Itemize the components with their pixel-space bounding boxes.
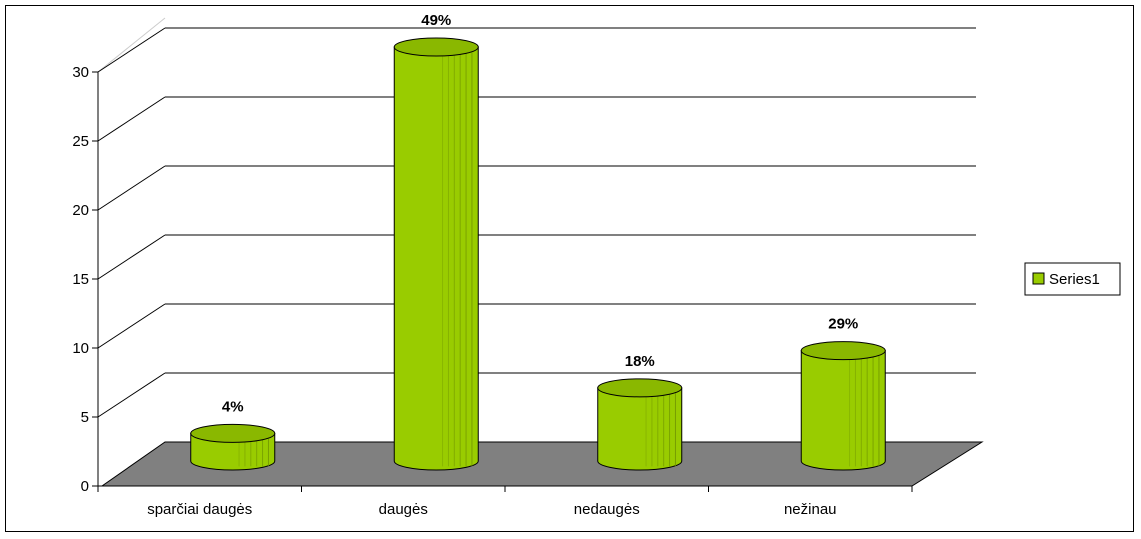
category-label: sparčiai daugės [147, 501, 252, 518]
chart-frame: 0 5 10 15 20 25 30 4% 49% 18% 29% sparčiai daugės… [5, 5, 1134, 532]
y-tick-label: 5 [81, 409, 89, 426]
y-tick-label: 25 [72, 133, 89, 150]
bar-chart: 0 5 10 15 20 25 30 4% 49% 18% 29% sparčiai daugės… [72, 12, 1121, 518]
bar-top [393, 37, 479, 57]
category-label: nedaugės [574, 501, 640, 518]
wall-top-edge [97, 17, 166, 73]
y-tick-label: 20 [72, 202, 89, 219]
legend-swatch [1032, 272, 1045, 285]
bar [393, 37, 479, 471]
bar-body [800, 350, 886, 471]
gridline-diagonal [97, 165, 166, 211]
legend-label: Series1 [1049, 271, 1100, 288]
category-labels: sparčiai daugės daugės nedaugės nežinau [97, 486, 913, 518]
category-label: nežinau [784, 501, 837, 518]
y-tick-label: 15 [72, 271, 89, 288]
bar-body [190, 432, 276, 471]
y-tick-label: 10 [72, 340, 89, 357]
data-labels: 4% 49% 18% 29% [222, 12, 858, 415]
bar-body [597, 387, 683, 471]
data-label: 4% [222, 398, 244, 415]
gridline-diagonal [97, 372, 166, 418]
bar [190, 423, 276, 471]
data-label: 49% [421, 12, 451, 29]
bar-top [800, 341, 886, 361]
gridline-diagonal [97, 234, 166, 280]
gridline-diagonal [97, 27, 166, 73]
bar-top [190, 423, 276, 443]
y-tick-label: 30 [72, 64, 89, 81]
gridlines [97, 27, 976, 418]
bar-body [393, 46, 479, 471]
legend: Series1 [1024, 262, 1121, 296]
y-axis-ticks: 0 5 10 15 20 25 30 [72, 64, 98, 495]
gridline-diagonal [97, 303, 166, 349]
gridline-diagonal [97, 96, 166, 142]
bar-top [597, 378, 683, 398]
category-label: daugės [379, 501, 428, 518]
data-label: 18% [625, 353, 655, 370]
data-label: 29% [828, 316, 858, 333]
axes [97, 72, 912, 487]
bar [800, 341, 886, 471]
bars [190, 37, 886, 471]
bar [597, 378, 683, 471]
chart-walls [97, 17, 166, 73]
y-tick-label: 0 [81, 478, 89, 495]
